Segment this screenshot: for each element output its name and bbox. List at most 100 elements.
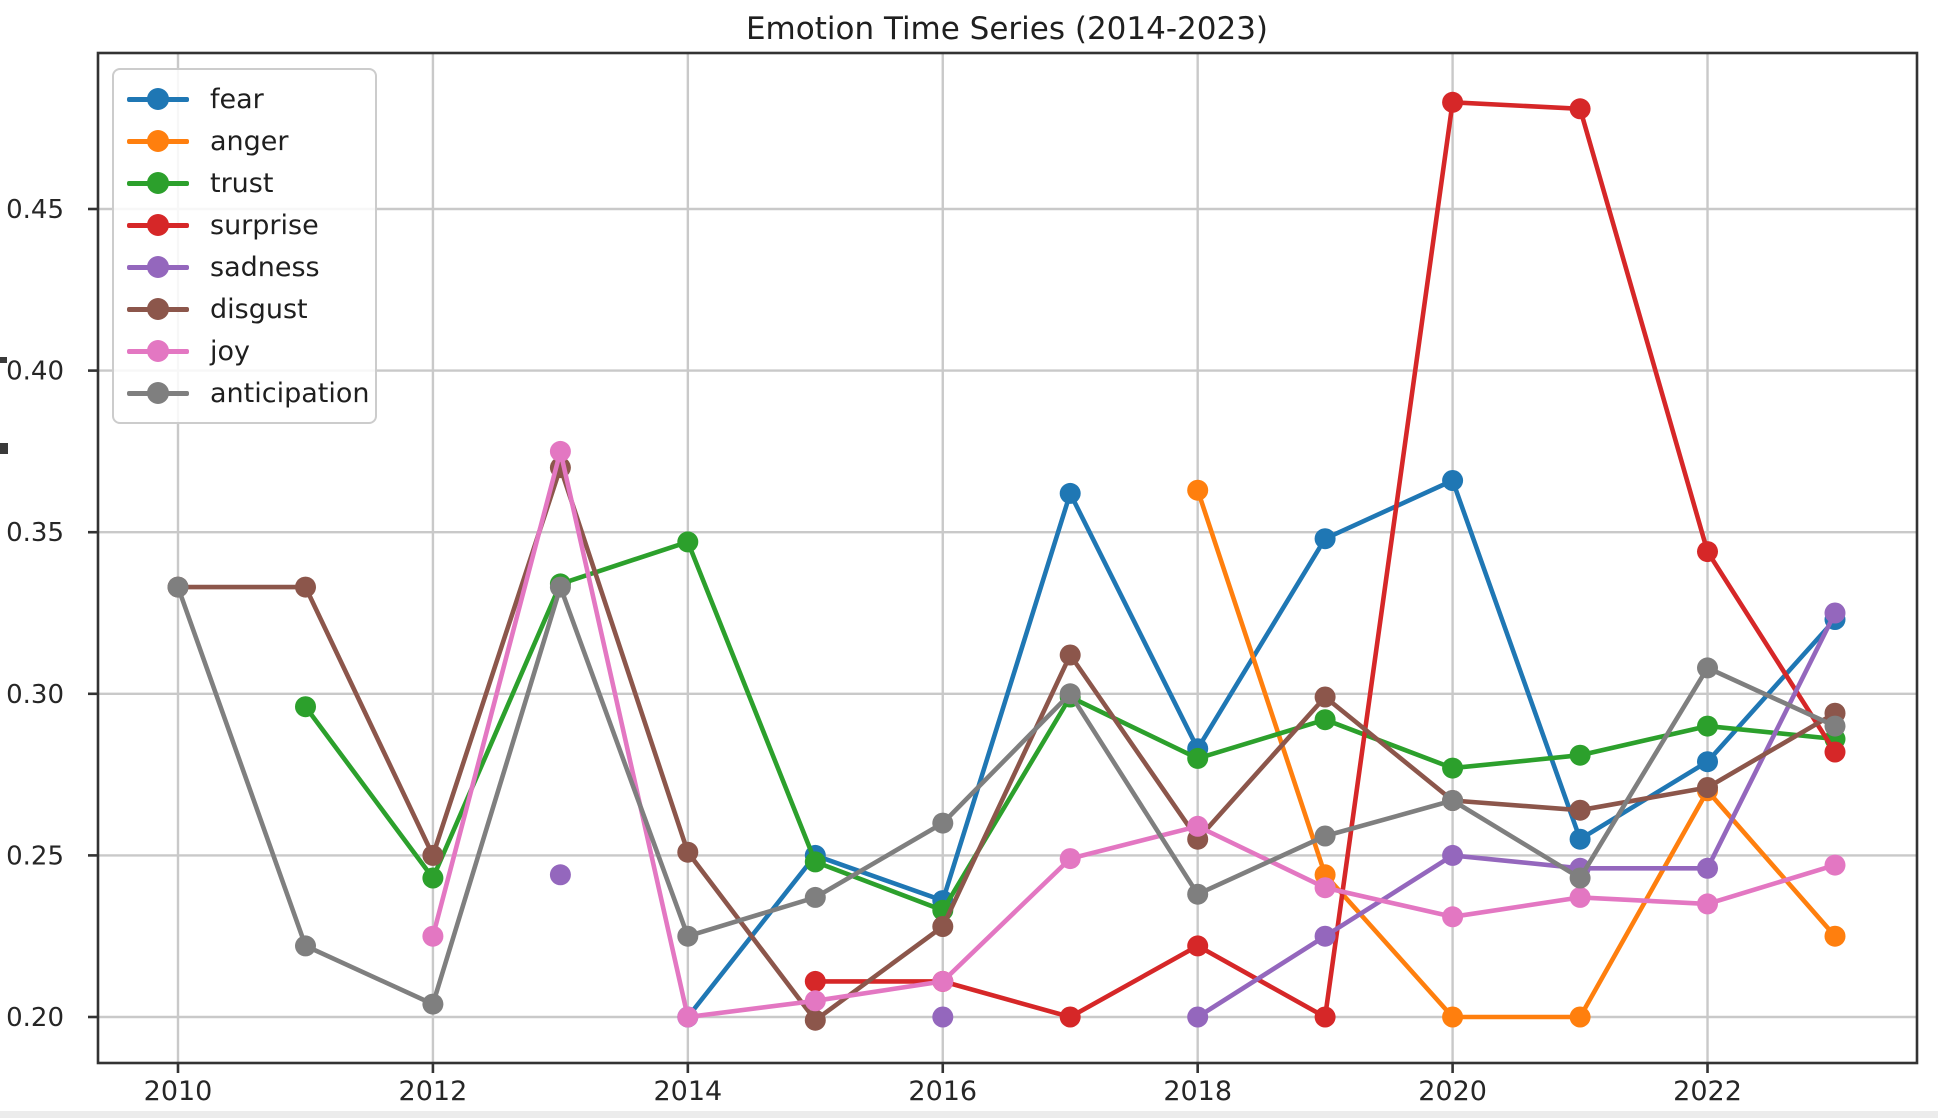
point-surprise-2017 [1059,1006,1081,1028]
point-trust-2022 [1697,715,1718,737]
series-fear [677,470,1846,1028]
point-joy-2022 [1697,893,1718,915]
line-anticipation [175,584,1838,1007]
legend-item-trust: trust [127,162,357,204]
series-joy [422,440,1846,1028]
point-anger-2023 [1824,925,1846,947]
legend-marker-sadness [127,256,189,278]
point-anticipation-2018 [1187,883,1209,905]
point-surprise-2022 [1697,541,1718,563]
point-joy-2019 [1314,877,1336,899]
point-trust-2015 [804,851,826,873]
point-surprise-2021 [1569,98,1591,120]
window-bottom-edge [0,1111,1938,1118]
point-disgust-2011 [295,576,316,598]
point-disgust-2012 [422,844,444,866]
point-anger-2020 [1442,1006,1464,1028]
point-joy-2014 [677,1006,699,1028]
x-tick-label-2018: 2018 [1163,1076,1232,1107]
point-fear-2021 [1569,828,1591,850]
series-disgust [167,457,1846,1031]
legend-label-surprise: surprise [210,209,319,241]
point-joy-2016 [932,970,954,992]
point-anticipation-2022 [1697,657,1718,679]
legend-marker-disgust [127,298,189,320]
legend-item-joy: joy [127,330,357,372]
point-trust-2021 [1569,744,1591,766]
y-tick-label-0.40: 0.40 [6,357,64,387]
legend-item-anticipation: anticipation [127,372,370,414]
line-sadness [1195,610,1838,1020]
point-surprise-2018 [1187,935,1209,957]
series-anticipation [167,576,1846,1015]
y-axis-label-clipped-fragment [0,443,8,454]
legend-item-surprise: surprise [127,204,357,246]
point-sadness-2018 [1187,1006,1209,1028]
y-tick-label-0.45: 0.45 [6,195,64,225]
point-surprise-2019 [1314,1006,1336,1028]
legend-item-fear: fear [127,78,357,120]
line-joy [430,449,1838,1020]
point-trust-2011 [295,696,316,718]
point-sadness-2022 [1697,857,1718,879]
point-joy-2023 [1824,854,1846,876]
x-tick-label-2020: 2020 [1418,1076,1487,1107]
y-tick-label-0.20: 0.20 [6,1003,64,1033]
point-disgust-2016 [932,916,954,937]
legend-box: fear anger trust surprise sadness disgust joy a… [112,68,377,424]
point-trust-2018 [1187,747,1209,769]
point-fear-2022 [1697,751,1718,773]
point-joy-2021 [1569,886,1591,908]
point-anticipation-2020 [1442,790,1464,811]
point-disgust-2014 [677,841,699,863]
legend-label-anger: anger [210,125,289,157]
point-surprise-2023 [1824,741,1846,763]
point-disgust-2017 [1059,644,1081,666]
axes-spines [96,51,1919,1065]
line-fear [685,478,1838,1020]
line-disgust [175,465,1838,1023]
point-anticipation-2023 [1824,715,1846,737]
point-disgust-2015 [804,1009,826,1031]
point-fear-2019 [1314,528,1336,550]
x-tick-label-2016: 2016 [908,1076,977,1107]
x-tick-label-2010: 2010 [144,1076,213,1107]
point-joy-2013 [549,440,571,462]
legend-label-fear: fear [210,83,264,115]
y-tick-label-0.35: 0.35 [6,518,64,548]
y-axis-label-clipped-fragment [0,357,7,363]
legend-label-trust: trust [210,167,274,199]
point-anticipation-2019 [1314,825,1336,847]
point-trust-2020 [1442,757,1464,779]
legend-label-joy: joy [210,335,250,367]
point-anticipation-2010 [167,576,189,598]
point-sadness-2013 [549,864,571,886]
point-anticipation-2015 [804,886,826,908]
y-tick-label-0.30: 0.30 [6,680,64,710]
point-joy-2018 [1187,815,1209,837]
legend-item-disgust: disgust [127,288,357,330]
series-sadness [549,602,1846,1028]
point-sadness-2020 [1442,844,1464,866]
x-tick-label-2014: 2014 [653,1076,722,1107]
legend-marker-surprise [127,214,189,236]
point-sadness-2016 [932,1006,954,1028]
legend-marker-fear [127,88,189,110]
point-anticipation-2014 [677,925,699,947]
point-sadness-2019 [1314,925,1336,947]
point-anticipation-2012 [422,993,444,1015]
point-anticipation-2016 [932,812,954,834]
axis-ticks: 2010 2012 2014 2016 2018 2020 2022 0.20 0.25 0.30… [6,195,1742,1107]
data-series [167,91,1846,1031]
legend-item-anger: anger [127,120,357,162]
point-sadness-2023 [1824,602,1846,624]
point-fear-2017 [1059,482,1081,504]
legend-item-sadness: sadness [127,246,357,288]
legend-label-disgust: disgust [210,293,308,325]
point-fear-2020 [1442,470,1464,491]
point-surprise-2015 [804,970,826,992]
point-anticipation-2021 [1569,867,1591,889]
legend-marker-joy [127,340,189,362]
